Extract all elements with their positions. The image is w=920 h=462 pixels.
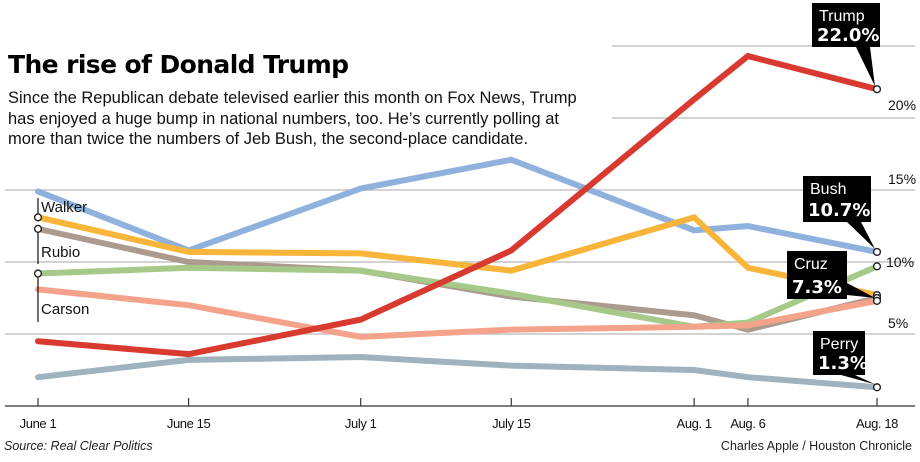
series-line-perry: [35, 354, 880, 391]
callout-value: 10.7%: [808, 200, 870, 221]
x-axis: June 1 June 15 July 1 July 15 Aug. 1 Aug. 6 Au…: [5, 398, 915, 431]
callout-cruz: Cruz 7.3%: [787, 251, 875, 299]
y-tick-label: 20%: [888, 97, 916, 113]
chart-subtitle: Since the Republican debate televised ea…: [8, 88, 628, 150]
credit-note: Charles Apple / Houston Chronicle: [720, 439, 912, 453]
callout-box: [787, 251, 847, 299]
callout-pointer: [847, 283, 875, 298]
series-end-marker: [872, 247, 882, 257]
series-end-marker: [872, 383, 882, 392]
x-tick-label: Aug. 1: [677, 416, 712, 431]
y-tick-label: 10%: [886, 254, 914, 270]
series-line-walker: [35, 214, 880, 299]
callout-box: [803, 176, 871, 222]
series-end-marker: [872, 85, 882, 94]
callout-pointer: [847, 222, 875, 249]
callout-name: Perry: [820, 336, 858, 353]
x-tick-label: Aug. 6: [730, 416, 765, 431]
series-start-marker: [33, 213, 43, 222]
series-line-bush: [35, 156, 880, 255]
subtitle-line: more than twice the numbers of Jeb Bush,…: [8, 130, 529, 148]
callout-name: Cruz: [794, 256, 828, 273]
callout-value: 7.3%: [792, 277, 842, 298]
callout-value: 22.0%: [817, 25, 879, 46]
gridlines: 5% 10% 15% 20%: [5, 45, 916, 335]
y-tick-label: 5%: [888, 315, 908, 331]
x-tick-label: July 1: [345, 416, 377, 431]
subtitle-line: has enjoyed a huge bump in national numb…: [8, 109, 559, 128]
source-note: Source: Real Clear Politics: [4, 439, 153, 453]
subtitle-line: Since the Republican debate televised ea…: [8, 89, 577, 107]
series-start-label: Walker: [41, 199, 87, 216]
series-end-marker: [872, 296, 882, 305]
callout-value: 1.3%: [818, 353, 868, 374]
series-start-label: Rubio: [41, 244, 80, 261]
series-line-trump: [35, 52, 880, 358]
series-lines: [35, 52, 880, 391]
series-start-marker: [33, 269, 43, 278]
callout-pointer: [841, 375, 875, 385]
y-tick-label: 15%: [888, 171, 916, 187]
series-start-label: Carson: [41, 301, 89, 318]
series-start-marker: [33, 224, 43, 233]
x-tick-label: Aug. 18: [856, 416, 898, 431]
x-tick-label: June 15: [167, 416, 211, 431]
series-end-marker: [872, 262, 882, 271]
callout-pointer: [856, 47, 875, 87]
x-tick-label: July 15: [492, 416, 531, 431]
callout-bush: Bush 10.7%: [803, 176, 875, 249]
callout-name: Trump: [819, 8, 865, 25]
callout-box: [812, 3, 880, 47]
x-tick-label: June 1: [20, 416, 57, 431]
series-line-cruz: [35, 286, 880, 340]
chart-title: The rise of Donald Trump: [8, 50, 349, 79]
callout-box: [813, 331, 865, 375]
callout-name: Bush: [810, 181, 846, 198]
